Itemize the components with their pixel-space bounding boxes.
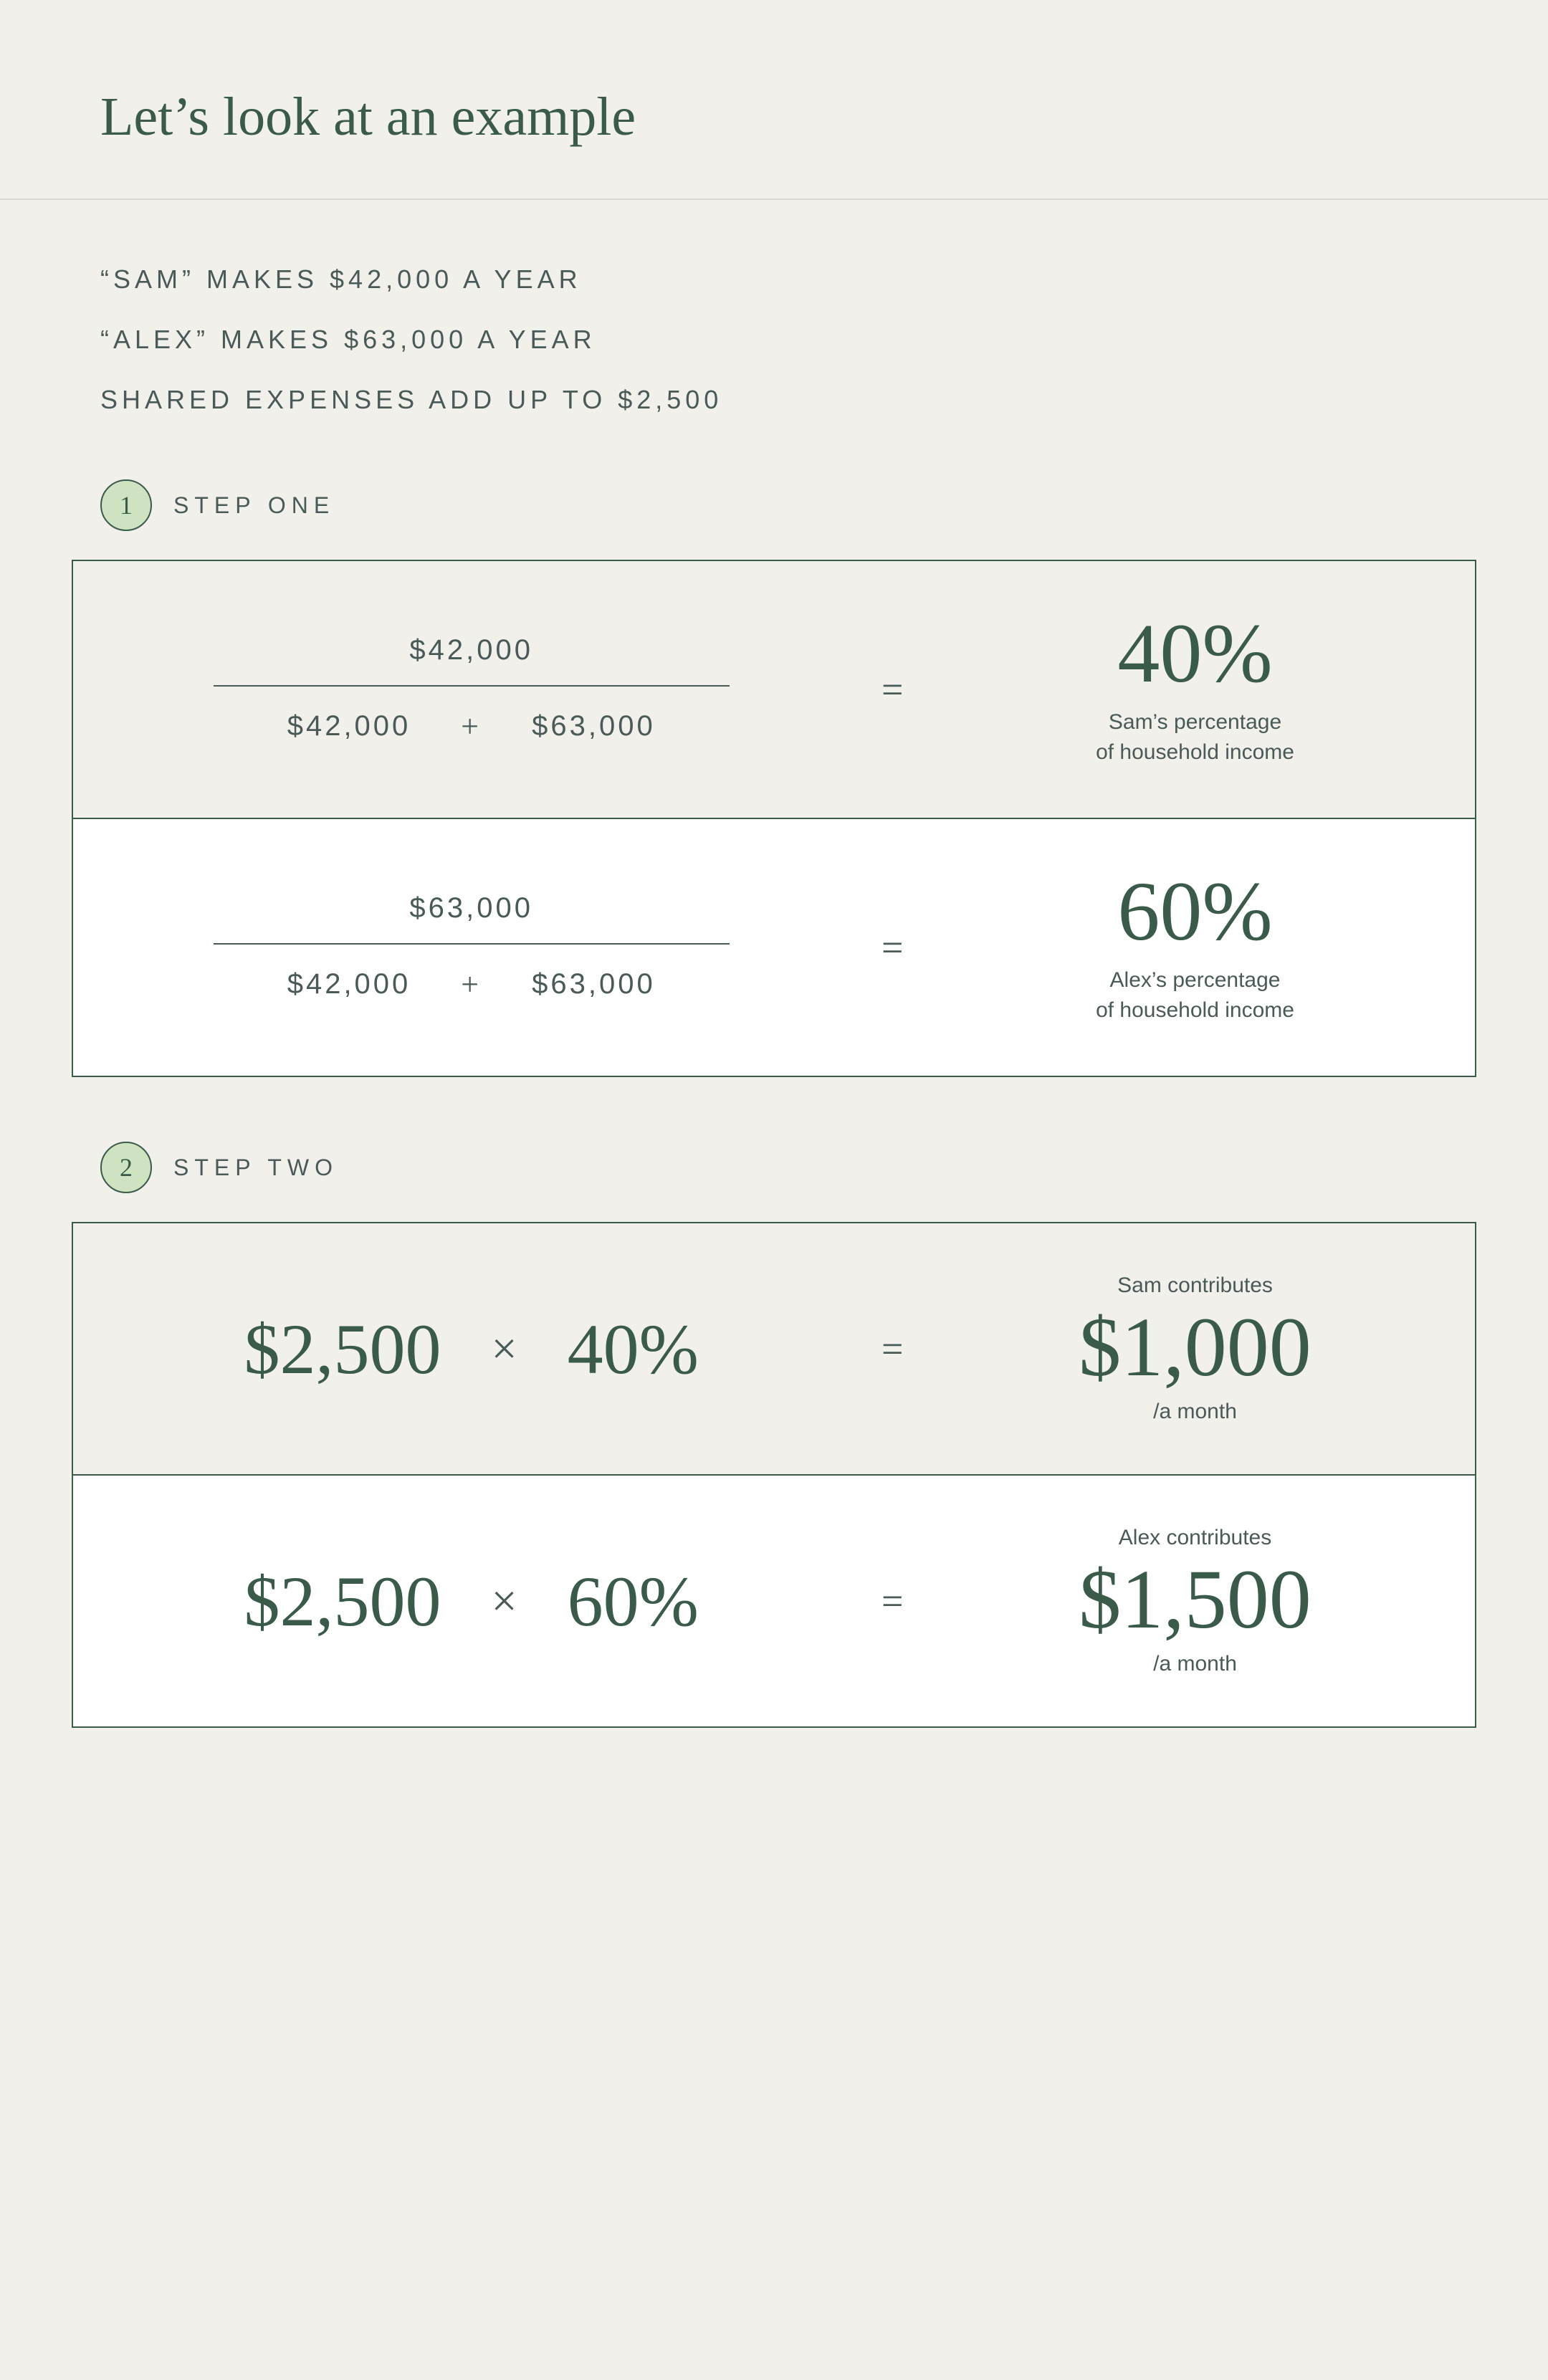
times-icon: × (492, 1322, 517, 1375)
fraction-denominator: $42,000 + $63,000 (287, 945, 656, 1014)
multiplication-alex: $2,500 × 60% (116, 1560, 826, 1643)
fraction-numerator: $63,000 (409, 881, 533, 943)
result-alex-contribution: Alex contributes $1,500 /a month (958, 1526, 1432, 1676)
step-one-boxes: $42,000 $42,000 + $63,000 = 40% Sam’s pe… (72, 560, 1476, 1077)
step-one-label: STEP ONE (173, 492, 335, 519)
result-over: Alex contributes (958, 1526, 1432, 1550)
step-two-row-sam: $2,500 × 40% = Sam contributes $1,000 /a… (73, 1223, 1475, 1474)
fact-line-expenses: SHARED EXPENSES ADD UP TO $2,500 (100, 385, 1476, 415)
result-caption: Alex’s percentage of household income (958, 965, 1432, 1026)
result-sam: 40% Sam’s percentage of household income (958, 611, 1432, 768)
fraction-sam: $42,000 $42,000 + $63,000 (116, 623, 826, 756)
step-one-row-sam: $42,000 $42,000 + $63,000 = 40% Sam’s pe… (73, 561, 1475, 818)
result-percentage: 40% (958, 611, 1432, 696)
step-two-row-alex: $2,500 × 60% = Alex contributes $1,500 /… (73, 1474, 1475, 1726)
mult-right: 60% (568, 1560, 699, 1643)
step-two-circle: 2 (100, 1142, 152, 1193)
mult-left: $2,500 (244, 1308, 441, 1390)
fraction-denominator: $42,000 + $63,000 (287, 687, 656, 756)
result-caption: Sam’s percentage of household income (958, 707, 1432, 768)
denom-left: $42,000 (287, 968, 411, 1000)
result-under: /a month (958, 1652, 1432, 1676)
mult-right: 40% (568, 1308, 699, 1390)
facts-block: “SAM” MAKES $42,000 A YEAR “ALEX” MAKES … (72, 264, 1476, 415)
step-one-circle: 1 (100, 479, 152, 531)
caption-line1: Sam’s percentage (1109, 710, 1281, 734)
step-one-row-alex: $63,000 $42,000 + $63,000 = 60% Alex’s p… (73, 818, 1475, 1076)
fraction-alex: $63,000 $42,000 + $63,000 (116, 881, 826, 1014)
caption-line2: of household income (1096, 998, 1294, 1022)
mult-left: $2,500 (244, 1560, 441, 1643)
denom-left: $42,000 (287, 710, 411, 742)
step-two-boxes: $2,500 × 40% = Sam contributes $1,000 /a… (72, 1222, 1476, 1728)
fact-line-sam: “SAM” MAKES $42,000 A YEAR (100, 264, 1476, 295)
result-over: Sam contributes (958, 1273, 1432, 1298)
plus-icon: + (461, 966, 482, 1003)
result-under: /a month (958, 1400, 1432, 1424)
step-two-header: 2 STEP TWO (72, 1142, 1476, 1193)
page-title: Let’s look at an example (72, 57, 1476, 199)
denom-right: $63,000 (532, 968, 656, 1000)
step-two-label: STEP TWO (173, 1155, 338, 1181)
denom-right: $63,000 (532, 710, 656, 742)
plus-icon: + (461, 708, 482, 745)
caption-line1: Alex’s percentage (1110, 968, 1281, 992)
result-alex: 60% Alex’s percentage of household incom… (958, 869, 1432, 1026)
times-icon: × (492, 1574, 517, 1628)
fact-line-alex: “ALEX” MAKES $63,000 A YEAR (100, 325, 1476, 355)
caption-line2: of household income (1096, 740, 1294, 764)
fraction-numerator: $42,000 (409, 623, 533, 685)
step-one-header: 1 STEP ONE (72, 479, 1476, 531)
result-amount: $1,000 (958, 1305, 1432, 1390)
equals-sign: = (826, 1579, 958, 1623)
result-sam-contribution: Sam contributes $1,000 /a month (958, 1273, 1432, 1424)
equals-sign: = (826, 667, 958, 712)
multiplication-sam: $2,500 × 40% (116, 1308, 826, 1390)
equals-sign: = (826, 1327, 958, 1371)
section-divider (0, 199, 1548, 200)
equals-sign: = (826, 925, 958, 970)
result-amount: $1,500 (958, 1557, 1432, 1642)
result-percentage: 60% (958, 869, 1432, 954)
